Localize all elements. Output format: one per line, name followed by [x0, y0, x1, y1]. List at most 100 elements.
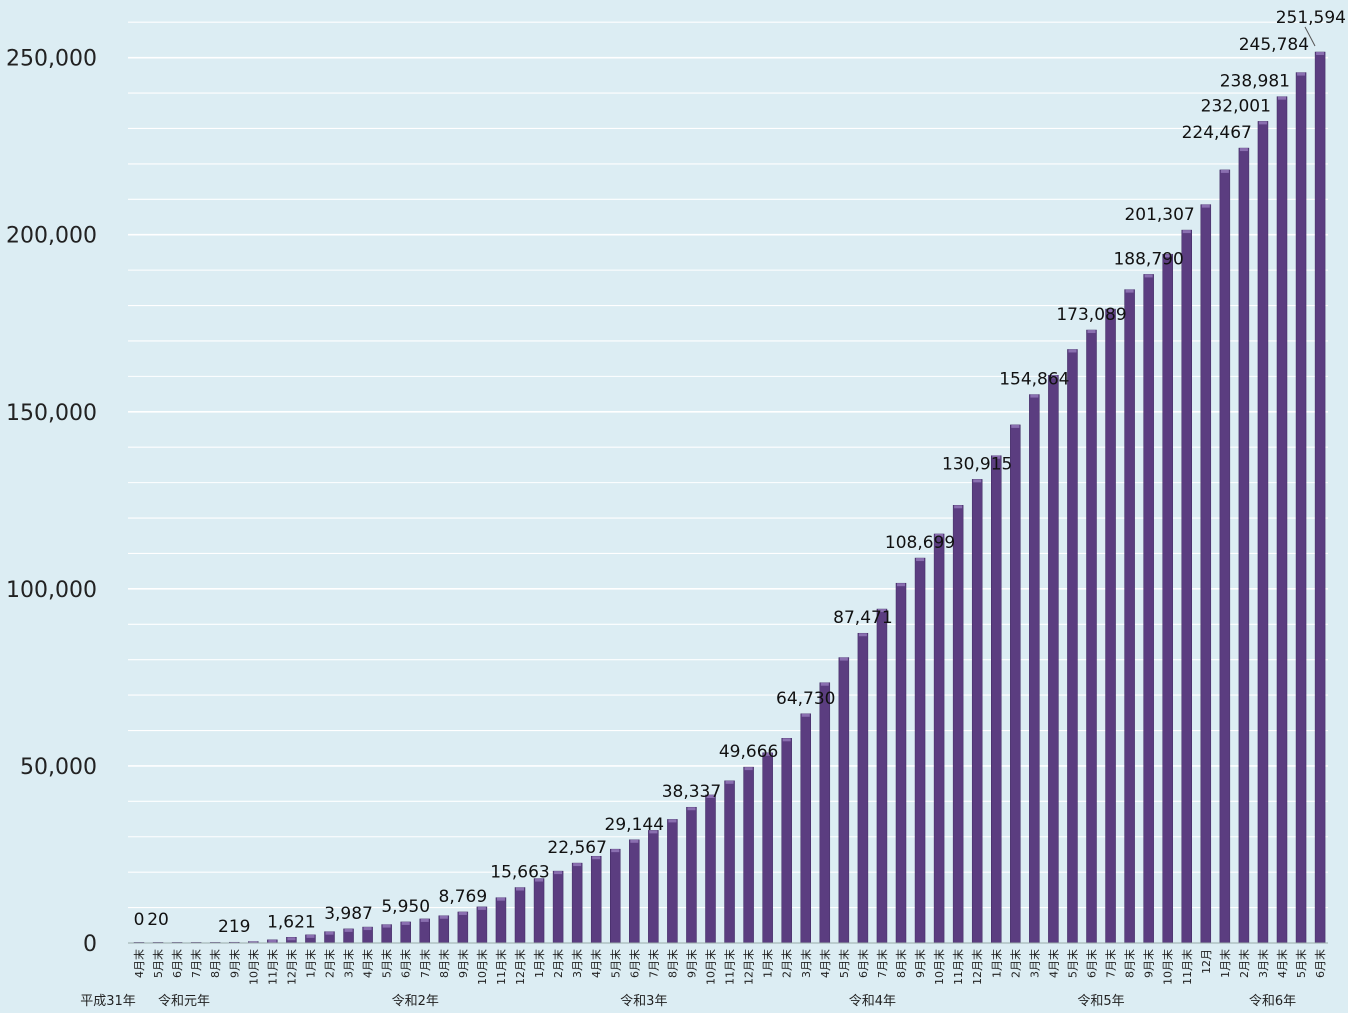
data-label: 219 — [218, 917, 250, 937]
bar-highlight — [668, 819, 677, 823]
x-tick-label: 2月末 — [780, 949, 794, 978]
bar-highlight — [1278, 96, 1286, 100]
bar — [1010, 424, 1021, 944]
x-tick-label: 10月末 — [932, 949, 946, 985]
bar-highlight — [1011, 424, 1020, 428]
bar-highlight — [858, 633, 867, 637]
year-label: 令和元年 — [158, 994, 210, 1009]
data-label: 154,864 — [999, 370, 1069, 390]
data-label: 238,981 — [1220, 72, 1290, 92]
bar — [514, 887, 526, 944]
bar-highlight — [801, 713, 810, 717]
bar-highlight — [401, 921, 410, 925]
data-label: 0 — [134, 910, 145, 930]
bar — [724, 780, 735, 944]
bar-highlight — [325, 931, 334, 935]
bar-highlight — [554, 871, 563, 875]
bar — [743, 766, 754, 944]
bar-highlight — [363, 927, 372, 931]
data-label: 201,307 — [1124, 205, 1194, 225]
bar-highlight — [458, 911, 467, 915]
year-label: 令和3年 — [620, 994, 667, 1009]
x-tick-label: 4月末 — [1275, 949, 1289, 978]
year-label: 令和6年 — [1249, 994, 1296, 1009]
x-tick-label: 4月末 — [361, 949, 375, 978]
x-tick-label: 1月末 — [1218, 949, 1232, 978]
bar-highlight — [477, 906, 486, 910]
x-tick-label: 12月末 — [284, 949, 298, 985]
bar — [762, 752, 773, 944]
bar — [1295, 72, 1307, 944]
bar-highlight — [1258, 121, 1267, 125]
bar — [1067, 349, 1078, 944]
bar — [1200, 204, 1212, 944]
bar-highlight — [268, 939, 277, 943]
data-label: 251,594 — [1276, 8, 1346, 28]
x-tick-label: 3月末 — [570, 949, 584, 978]
bar — [1162, 253, 1173, 944]
data-label: 64,730 — [776, 689, 835, 709]
data-label: 3,987 — [324, 904, 373, 924]
x-tick-label: 8月末 — [208, 949, 222, 978]
bar — [1029, 394, 1040, 944]
y-tick-label: 200,000 — [6, 224, 97, 249]
x-tick-label: 4月末 — [818, 949, 832, 978]
x-tick-label: 8月末 — [437, 949, 451, 978]
x-tick-label: 6月末 — [170, 949, 184, 978]
bar-highlight — [935, 533, 944, 537]
bar-highlight — [592, 856, 601, 860]
x-tick-label: 6月末 — [399, 949, 413, 978]
bar — [533, 878, 545, 944]
x-tick-label: 5月末 — [151, 949, 165, 978]
x-tick-label: 5月末 — [1294, 949, 1308, 978]
bar — [457, 911, 469, 944]
data-label: 49,666 — [719, 742, 778, 762]
x-tick-label: 6月末 — [1085, 949, 1099, 978]
x-tick-label: 10月末 — [1161, 949, 1175, 985]
bar-highlight — [877, 609, 886, 613]
bar-highlight — [1030, 394, 1039, 398]
bar-highlight — [249, 941, 258, 943]
x-tick-label: 4月末 — [132, 949, 146, 978]
y-tick-label: 100,000 — [6, 578, 97, 603]
x-tick-label: 11月末 — [494, 949, 508, 985]
bar-highlight — [382, 924, 391, 928]
bar-highlight — [1087, 330, 1096, 334]
x-tick-label: 10月末 — [246, 949, 260, 985]
x-tick-label: 10月末 — [704, 949, 718, 985]
bar — [914, 557, 926, 944]
bar-highlight — [1316, 52, 1325, 55]
x-tick-label: 7月末 — [1104, 949, 1118, 978]
bar — [952, 505, 964, 944]
x-tick-label: 12月末 — [970, 949, 984, 985]
bar — [1181, 229, 1192, 944]
x-tick-label: 1月末 — [761, 949, 775, 978]
y-tick-label: 50,000 — [20, 755, 97, 780]
bar-highlight — [973, 479, 982, 483]
data-label: 232,001 — [1201, 96, 1271, 116]
x-tick-label: 3月末 — [342, 949, 356, 978]
data-label: 224,467 — [1182, 123, 1252, 143]
bar-highlight — [1049, 375, 1058, 379]
bar — [705, 794, 716, 944]
y-axis: 0 50,000 100,000 150,000 200,000 250,000 — [6, 47, 97, 957]
bar — [1314, 51, 1326, 944]
y-tick-label: 0 — [83, 932, 97, 957]
x-tick-label: 12月 — [1200, 949, 1213, 974]
x-tick-label: 6月末 — [627, 949, 641, 978]
y-tick-label: 150,000 — [6, 401, 97, 426]
bar — [1257, 121, 1269, 944]
bar — [438, 915, 450, 944]
bar-highlight — [687, 807, 696, 811]
x-tick-label: 9月末 — [684, 949, 698, 978]
x-tick-label: 12月末 — [742, 949, 756, 985]
data-label: 173,089 — [1056, 305, 1126, 325]
x-tick-label: 2月末 — [323, 949, 337, 978]
data-label: 15,663 — [490, 863, 549, 883]
bar — [1086, 329, 1097, 944]
bar-highlight — [1220, 169, 1229, 173]
data-label: 22,567 — [547, 838, 606, 858]
bar — [971, 479, 983, 944]
